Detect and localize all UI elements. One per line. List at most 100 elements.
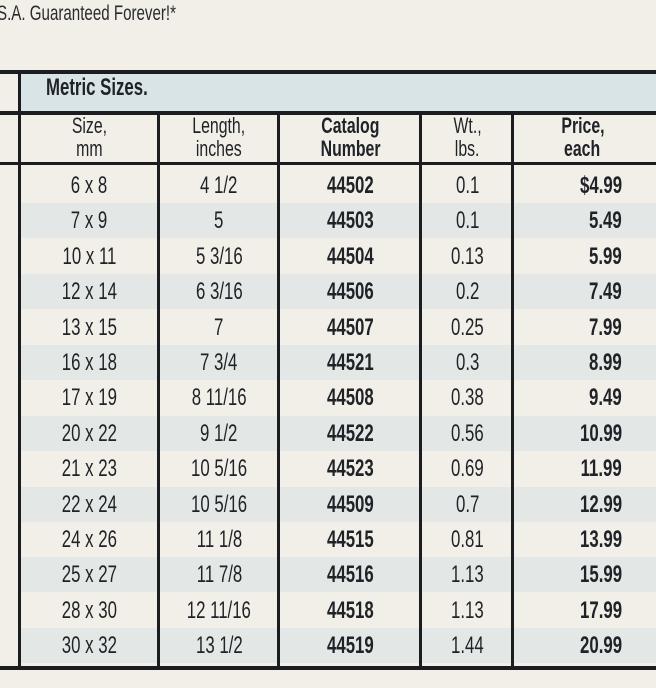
cell-price: 12.99 — [515, 487, 622, 522]
table-row: 30 x 32 13 1/2 44519 1.44 20.99 — [20, 628, 656, 664]
cell-length: 7 — [160, 310, 278, 345]
cell-weight: 0.56 — [423, 416, 512, 451]
cell-text: 44515 — [327, 526, 374, 553]
cell-weight: 0.3 — [423, 345, 512, 380]
cell-weight: 0.81 — [423, 522, 512, 557]
cell-price: 5.99 — [515, 239, 622, 274]
cell-text: 15.99 — [579, 561, 622, 589]
header-line: Size, — [71, 113, 107, 138]
cell-text: 4 1/2 — [200, 172, 238, 199]
cell-catalog-number: 44516 — [281, 557, 420, 592]
cell-catalog-number: 44523 — [281, 451, 420, 486]
cell-text: 9 1/2 — [200, 419, 238, 447]
cell-text: 5 — [214, 207, 224, 235]
metric-sizes-table: Metric Sizes. Size, mm Length, inches Catalo… — [0, 68, 656, 674]
cell-text: 13 1/2 — [195, 632, 243, 660]
cell-length: 10 5/16 — [160, 451, 278, 486]
cell-weight: 0.1 — [423, 168, 512, 203]
cell-price: 17.99 — [515, 593, 622, 628]
cell-text: 1.13 — [451, 596, 484, 624]
cell-catalog-number: 44515 — [281, 522, 420, 557]
cell-catalog-number: 44509 — [281, 487, 420, 522]
cell-text: 17.99 — [579, 596, 622, 624]
cell-weight: 0.69 — [423, 451, 512, 486]
cell-text: 44507 — [327, 313, 374, 341]
cell-size: 24 x 26 — [20, 522, 158, 557]
cell-text: 10 5/16 — [190, 490, 248, 518]
cell-weight: 1.13 — [423, 593, 512, 628]
cell-text: 0.7 — [455, 490, 480, 518]
table-row: 13 x 15 7 44507 0.25 7.99 — [20, 310, 656, 345]
cell-size: 28 x 30 — [20, 593, 158, 628]
table-row: 17 x 19 8 11/16 44508 0.38 9.49 — [20, 380, 656, 415]
cell-text: 44522 — [327, 419, 374, 447]
cell-size: 13 x 15 — [20, 310, 158, 345]
table-row: 25 x 27 11 7/8 44516 1.13 15.99 — [20, 557, 656, 593]
cell-size: 16 x 18 — [20, 345, 158, 380]
cell-text: 44516 — [327, 561, 374, 589]
cell-text: 6 x 8 — [70, 172, 108, 199]
header-line: Number — [320, 136, 381, 161]
cell-length: 11 1/8 — [160, 522, 278, 557]
cell-size: 21 x 23 — [20, 451, 158, 486]
cell-catalog-number: 44506 — [281, 274, 420, 309]
cell-text: 7 3/4 — [200, 349, 238, 376]
cell-text: 21 x 23 — [61, 455, 117, 483]
cell-weight: 1.13 — [423, 557, 512, 592]
cell-text: 10 x 11 — [62, 242, 116, 270]
cell-text: 17 x 19 — [61, 384, 117, 412]
cell-length: 12 11/16 — [160, 593, 278, 628]
cell-catalog-number: 44522 — [281, 416, 420, 451]
cell-text: 0.1 — [455, 207, 480, 235]
cell-text: 12.99 — [579, 490, 622, 518]
cell-length: 8 11/16 — [160, 380, 278, 415]
cell-price: 7.49 — [515, 274, 622, 309]
cell-length: 7 3/4 — [160, 345, 278, 380]
column-header-catalog-number: Catalog Number — [281, 114, 420, 162]
cell-text: 16 x 18 — [61, 349, 117, 376]
section-header-band — [20, 74, 656, 112]
cell-catalog-number: 44518 — [281, 593, 420, 628]
cell-catalog-number: 44508 — [281, 380, 420, 415]
cell-text: 8.99 — [589, 349, 622, 376]
cell-text: 7.49 — [589, 278, 622, 306]
table-top-rule — [0, 70, 656, 74]
cell-text: $4.99 — [579, 172, 622, 199]
cell-text: 8 11/16 — [191, 384, 247, 412]
cell-text: 0.2 — [455, 278, 480, 306]
cell-text: 5 3/16 — [195, 242, 243, 270]
table-row: 16 x 18 7 3/4 44521 0.3 8.99 — [20, 345, 656, 380]
cell-text: 12 x 14 — [61, 278, 117, 306]
cell-catalog-number: 44521 — [281, 345, 420, 380]
table-row: 6 x 8 4 1/2 44502 0.1 $4.99 — [20, 168, 656, 203]
cell-catalog-number: 44519 — [281, 628, 420, 663]
table-row: 28 x 30 12 11/16 44518 1.13 17.99 — [20, 593, 656, 628]
cell-price: 10.99 — [515, 416, 622, 451]
header-line: mm — [75, 136, 103, 161]
catalog-tagline: S.A. Guaranteed Forever!* — [0, 2, 177, 25]
table-row: 22 x 24 10 5/16 44509 0.7 12.99 — [20, 486, 656, 522]
cell-text: 44509 — [327, 490, 374, 518]
cell-text: 9.49 — [589, 384, 622, 412]
table-row: 10 x 11 5 3/16 44504 0.13 5.99 — [20, 239, 656, 274]
cell-text: 44518 — [327, 596, 374, 624]
table-row: 7 x 9 5 44503 0.1 5.49 — [20, 203, 656, 239]
cell-length: 5 — [160, 203, 278, 238]
cell-price: 5.49 — [515, 203, 622, 238]
column-divider — [511, 115, 514, 666]
cell-text: 28 x 30 — [61, 596, 117, 624]
cell-length: 6 3/16 — [160, 274, 278, 309]
cell-size: 30 x 32 — [20, 628, 158, 663]
cell-catalog-number: 44507 — [281, 310, 420, 345]
column-header-length: Length, inches — [160, 114, 278, 162]
table-row: 24 x 26 11 1/8 44515 0.81 13.99 — [20, 522, 656, 557]
cell-text: 44506 — [327, 278, 374, 306]
cell-text: 11.99 — [580, 455, 622, 483]
column-divider — [157, 115, 160, 666]
cell-text: 11 7/8 — [196, 561, 242, 589]
section-rule — [0, 111, 656, 115]
header-line: lbs. — [455, 136, 480, 161]
cell-price: $4.99 — [515, 168, 622, 203]
cell-price: 15.99 — [515, 557, 622, 592]
header-line: Wt., — [453, 113, 482, 138]
